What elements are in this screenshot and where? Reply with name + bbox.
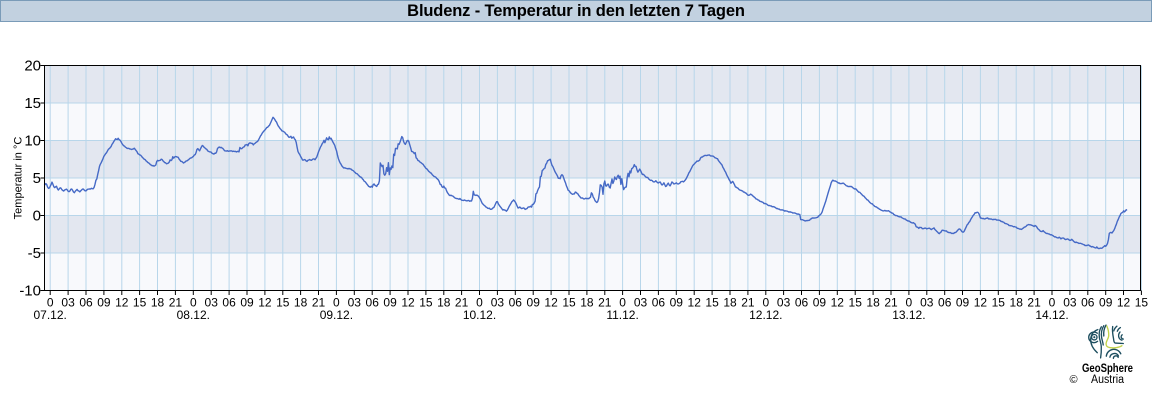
svg-text:18: 18 xyxy=(437,296,451,310)
svg-text:03: 03 xyxy=(920,296,934,310)
svg-text:06: 06 xyxy=(79,296,93,310)
svg-text:15: 15 xyxy=(992,296,1006,310)
svg-text:15: 15 xyxy=(24,95,41,112)
svg-text:0: 0 xyxy=(906,296,913,310)
svg-text:12: 12 xyxy=(974,296,988,310)
svg-text:0: 0 xyxy=(476,296,483,310)
svg-text:-10: -10 xyxy=(19,282,41,299)
svg-text:09: 09 xyxy=(1099,296,1113,310)
svg-text:21: 21 xyxy=(884,296,898,310)
svg-text:06: 06 xyxy=(1081,296,1095,310)
svg-text:09: 09 xyxy=(813,296,827,310)
svg-text:06: 06 xyxy=(222,296,236,310)
svg-text:06: 06 xyxy=(795,296,809,310)
svg-text:18: 18 xyxy=(294,296,308,310)
svg-text:03: 03 xyxy=(491,296,505,310)
svg-text:©: © xyxy=(1069,374,1077,386)
svg-text:13.12.: 13.12. xyxy=(892,308,925,322)
svg-text:Bludenz - Temperatur in den le: Bludenz - Temperatur in den letzten 7 Ta… xyxy=(407,2,745,20)
svg-text:09: 09 xyxy=(383,296,397,310)
svg-text:14.12.: 14.12. xyxy=(1035,308,1068,322)
svg-text:15: 15 xyxy=(1135,296,1149,310)
svg-text:0: 0 xyxy=(33,207,41,224)
svg-text:12: 12 xyxy=(401,296,415,310)
svg-text:0: 0 xyxy=(333,296,340,310)
svg-text:21: 21 xyxy=(1027,296,1041,310)
svg-text:09: 09 xyxy=(670,296,684,310)
svg-text:09: 09 xyxy=(240,296,254,310)
svg-text:21: 21 xyxy=(169,296,183,310)
svg-text:-5: -5 xyxy=(28,245,41,262)
svg-text:06: 06 xyxy=(652,296,666,310)
svg-text:Austria: Austria xyxy=(1091,374,1125,386)
svg-text:12: 12 xyxy=(544,296,558,310)
svg-text:09: 09 xyxy=(97,296,111,310)
svg-text:12: 12 xyxy=(115,296,129,310)
svg-text:06: 06 xyxy=(938,296,952,310)
svg-text:10.12.: 10.12. xyxy=(463,308,496,322)
svg-text:15: 15 xyxy=(562,296,576,310)
svg-text:15: 15 xyxy=(133,296,147,310)
svg-text:15: 15 xyxy=(705,296,719,310)
svg-text:0: 0 xyxy=(190,296,197,310)
svg-text:08.12.: 08.12. xyxy=(177,308,210,322)
svg-text:03: 03 xyxy=(777,296,791,310)
svg-text:15: 15 xyxy=(419,296,433,310)
svg-text:15: 15 xyxy=(849,296,863,310)
svg-text:0: 0 xyxy=(762,296,769,310)
svg-text:03: 03 xyxy=(1063,296,1077,310)
svg-text:03: 03 xyxy=(348,296,362,310)
svg-text:07.12.: 07.12. xyxy=(34,308,67,322)
svg-text:12: 12 xyxy=(258,296,272,310)
svg-text:0: 0 xyxy=(1049,296,1056,310)
svg-text:0: 0 xyxy=(619,296,626,310)
svg-text:18: 18 xyxy=(866,296,880,310)
svg-text:18: 18 xyxy=(723,296,737,310)
svg-text:10: 10 xyxy=(24,132,41,149)
svg-text:12: 12 xyxy=(831,296,845,310)
svg-text:18: 18 xyxy=(151,296,165,310)
svg-text:21: 21 xyxy=(741,296,755,310)
svg-text:18: 18 xyxy=(580,296,594,310)
svg-text:09.12.: 09.12. xyxy=(320,308,353,322)
svg-text:21: 21 xyxy=(312,296,326,310)
svg-text:Temperatur in °C: Temperatur in °C xyxy=(13,137,25,220)
svg-text:15: 15 xyxy=(276,296,290,310)
svg-text:06: 06 xyxy=(509,296,523,310)
svg-text:21: 21 xyxy=(455,296,469,310)
svg-text:09: 09 xyxy=(527,296,541,310)
svg-text:03: 03 xyxy=(205,296,219,310)
svg-text:21: 21 xyxy=(598,296,612,310)
svg-text:5: 5 xyxy=(33,170,41,187)
svg-text:12: 12 xyxy=(688,296,702,310)
svg-text:12: 12 xyxy=(1117,296,1131,310)
svg-text:03: 03 xyxy=(61,296,75,310)
svg-text:06: 06 xyxy=(366,296,380,310)
svg-text:03: 03 xyxy=(634,296,648,310)
svg-text:11.12.: 11.12. xyxy=(606,308,638,322)
svg-text:0: 0 xyxy=(47,296,54,310)
svg-text:20: 20 xyxy=(24,57,41,74)
svg-text:12.12.: 12.12. xyxy=(749,308,782,322)
svg-text:09: 09 xyxy=(956,296,970,310)
svg-text:18: 18 xyxy=(1010,296,1024,310)
svg-text:GeoSphere: GeoSphere xyxy=(1082,363,1133,375)
